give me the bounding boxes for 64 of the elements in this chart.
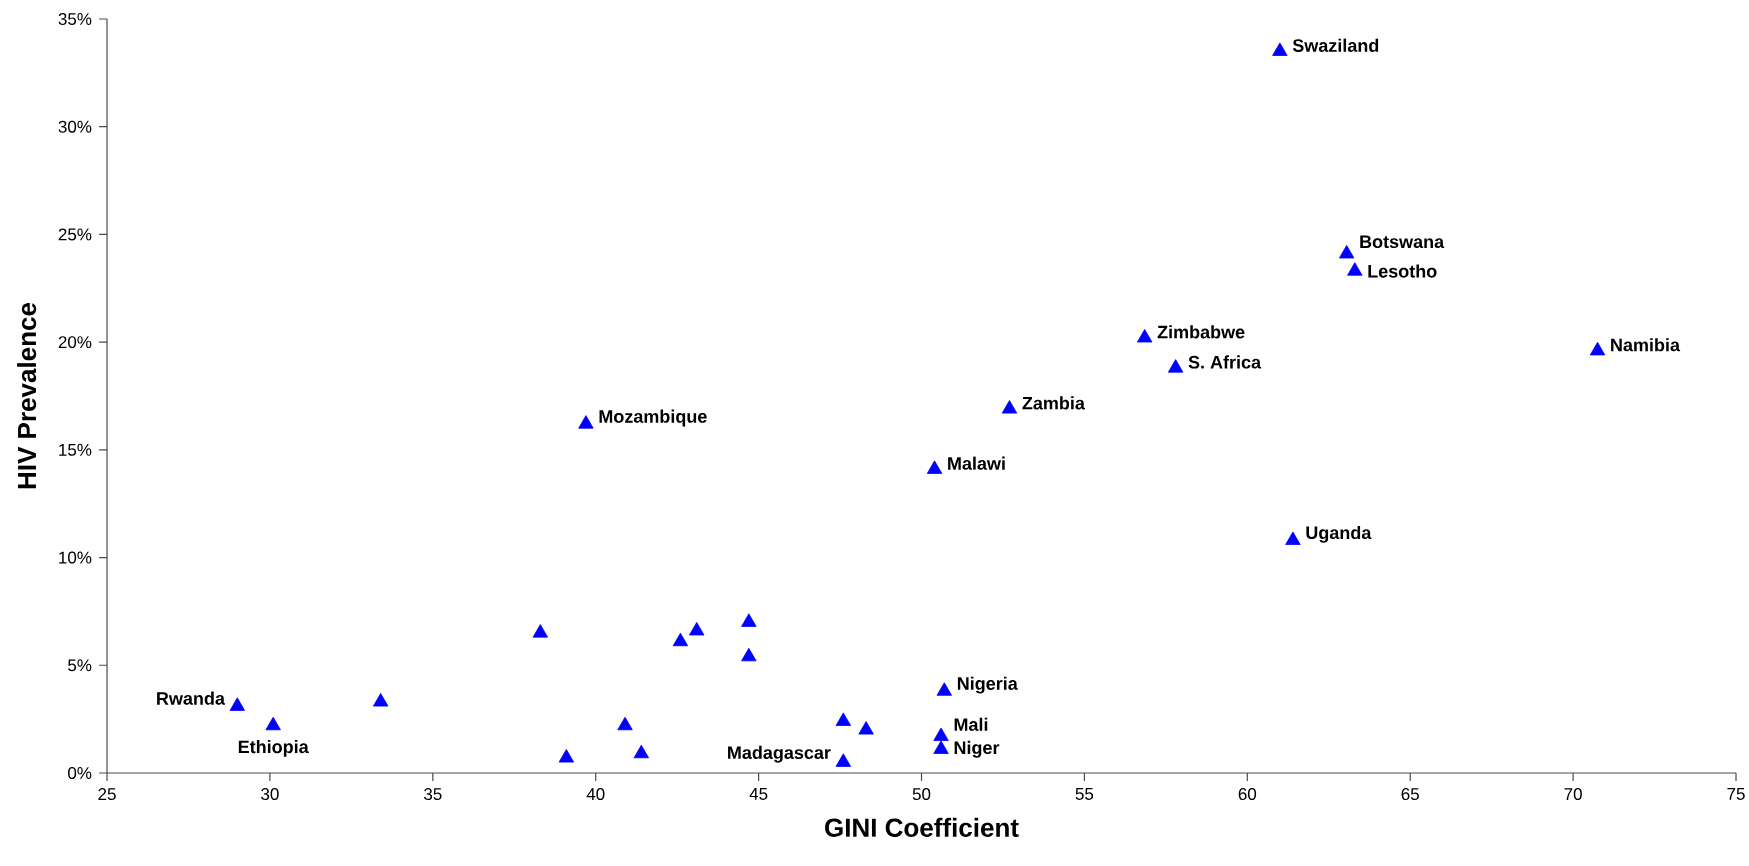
x-tick-label: 60	[1238, 788, 1257, 801]
x-tick-label: 55	[1075, 788, 1094, 800]
point	[926, 460, 943, 474]
point	[741, 613, 757, 627]
y-tick-label: 10%	[59, 551, 92, 564]
y-tick-label: 35%	[58, 12, 92, 25]
point	[933, 727, 949, 741]
x-tick-label: 75	[1727, 788, 1745, 800]
annotation: Swaziland	[1292, 38, 1379, 52]
x-tick-label: 70	[1564, 788, 1582, 801]
annotation: Niger	[954, 740, 1000, 758]
x-tick-label: 35	[424, 788, 442, 801]
point	[835, 712, 851, 726]
annotation: Ethiopia	[238, 739, 309, 757]
y-tick-label: 20%	[58, 336, 92, 349]
point	[633, 744, 649, 759]
annotation: Mali	[954, 717, 988, 731]
y-tick-label: 5%	[68, 659, 92, 672]
point	[1001, 400, 1018, 414]
point	[858, 721, 874, 735]
annotation: Zambia	[1022, 396, 1086, 410]
x-tick-label: 25	[98, 788, 116, 801]
point	[933, 740, 949, 754]
y-tick-label: 0%	[68, 766, 92, 779]
point	[373, 693, 389, 707]
point	[835, 753, 851, 767]
x-tick-label: 30	[261, 788, 279, 801]
point	[229, 697, 245, 711]
point	[1589, 341, 1606, 356]
annotation: Madagascar	[728, 745, 831, 763]
point	[1339, 245, 1355, 259]
point	[1272, 42, 1288, 56]
point	[558, 749, 575, 763]
x-axis-title: GINI Coefficient	[825, 817, 1019, 837]
x-tick-label: 45	[749, 788, 768, 800]
point	[672, 632, 689, 647]
point	[741, 647, 757, 662]
annotation: Uganda	[1306, 525, 1372, 543]
point	[1285, 531, 1301, 545]
annotation: Namibia	[1611, 338, 1681, 352]
y-tick-label: 25%	[58, 228, 92, 241]
point	[936, 682, 952, 696]
point	[689, 622, 705, 636]
y-axis-title: HIV Prevalence	[17, 302, 37, 489]
annotation: Botswana	[1360, 235, 1445, 249]
x-tick-label: 50	[912, 788, 931, 801]
point	[1137, 329, 1153, 343]
point	[617, 716, 633, 731]
annotation: Rwanda	[157, 691, 226, 705]
annotation: S. Africa	[1188, 355, 1262, 369]
annotation: Mozambique	[599, 409, 707, 427]
annotation: Zimbabwe	[1157, 325, 1245, 339]
point	[532, 624, 548, 638]
point	[265, 716, 281, 731]
point	[1167, 359, 1184, 373]
point	[1347, 262, 1363, 276]
annotation: Nigeria	[957, 676, 1018, 694]
y-tick-label: 15%	[59, 443, 92, 456]
x-tick-label: 65	[1401, 788, 1419, 801]
x-tick-label: 40	[586, 788, 605, 801]
annotation: Lesotho	[1368, 264, 1437, 278]
y-tick-label: 30%	[58, 120, 92, 133]
point	[578, 415, 594, 429]
annotation: Malawi	[948, 456, 1005, 470]
